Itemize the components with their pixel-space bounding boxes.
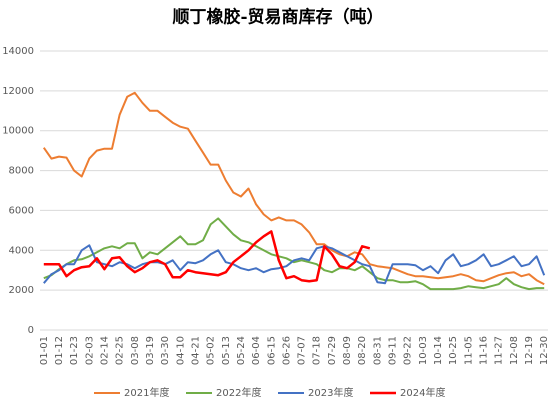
x-tick-label: 11-16 bbox=[479, 336, 490, 365]
series-line bbox=[43, 230, 371, 283]
x-tick-label: 03-30 bbox=[160, 336, 171, 365]
x-tick-label: 01-23 bbox=[69, 336, 80, 365]
x-tick-label: 06-26 bbox=[281, 336, 292, 365]
x-tick-label: 07-18 bbox=[312, 336, 323, 365]
x-tick-label: 05-13 bbox=[221, 336, 232, 365]
series-line bbox=[43, 217, 545, 291]
x-tick-label: 02-14 bbox=[99, 336, 110, 365]
x-tick-label: 02-03 bbox=[84, 336, 95, 365]
x-tick-label: 01-12 bbox=[54, 336, 65, 365]
x-tick-label: 12-08 bbox=[509, 336, 520, 365]
x-tick-label: 08-31 bbox=[372, 336, 383, 365]
x-tick-label: 04-10 bbox=[175, 336, 186, 365]
x-tick-label: 05-24 bbox=[236, 336, 247, 365]
x-tick-label: 03-08 bbox=[130, 336, 141, 365]
x-tick-label: 12-19 bbox=[524, 336, 535, 365]
y-tick-label: 14000 bbox=[2, 46, 34, 57]
y-tick-label: 6000 bbox=[9, 205, 34, 216]
x-tick-label: 09-22 bbox=[403, 336, 414, 365]
x-tick-label: 03-19 bbox=[145, 336, 156, 365]
chart-title: 顺丁橡胶-贸易商库存（吨） bbox=[172, 7, 383, 28]
x-tick-label: 05-02 bbox=[206, 336, 217, 365]
x-tick-label: 12-30 bbox=[539, 336, 550, 365]
legend-label: 2022年度 bbox=[216, 386, 261, 399]
x-tick-label: 02-25 bbox=[115, 336, 126, 365]
y-tick-label: 10000 bbox=[2, 126, 34, 137]
x-tick-label: 04-21 bbox=[190, 336, 201, 365]
y-tick-label: 0 bbox=[28, 325, 34, 336]
x-tick-label: 07-29 bbox=[327, 336, 338, 365]
x-tick-label: 07-07 bbox=[297, 336, 308, 365]
y-tick-label: 12000 bbox=[2, 86, 34, 97]
x-tick-label: 11-05 bbox=[463, 336, 474, 365]
x-tick-label: 06-04 bbox=[251, 336, 262, 365]
series-line bbox=[42, 91, 545, 286]
x-tick-label: 01-01 bbox=[39, 336, 50, 365]
y-tick-label: 2000 bbox=[9, 285, 34, 296]
legend-label: 2024年度 bbox=[400, 386, 445, 399]
x-tick-label: 11-27 bbox=[494, 336, 505, 365]
y-tick-label: 8000 bbox=[9, 166, 34, 177]
x-tick-label: 10-14 bbox=[433, 336, 444, 365]
x-tick-label: 08-09 bbox=[342, 336, 353, 365]
y-tick-label: 4000 bbox=[9, 245, 34, 256]
legend-label: 2023年度 bbox=[308, 386, 353, 399]
x-tick-label: 06-15 bbox=[266, 336, 277, 365]
x-tick-label: 10-25 bbox=[448, 336, 459, 365]
x-tick-label: 08-20 bbox=[357, 336, 368, 365]
x-tick-label: 09-11 bbox=[388, 336, 399, 365]
legend-label: 2021年度 bbox=[124, 386, 169, 399]
x-tick-label: 10-03 bbox=[418, 336, 429, 365]
series-line bbox=[43, 244, 546, 285]
